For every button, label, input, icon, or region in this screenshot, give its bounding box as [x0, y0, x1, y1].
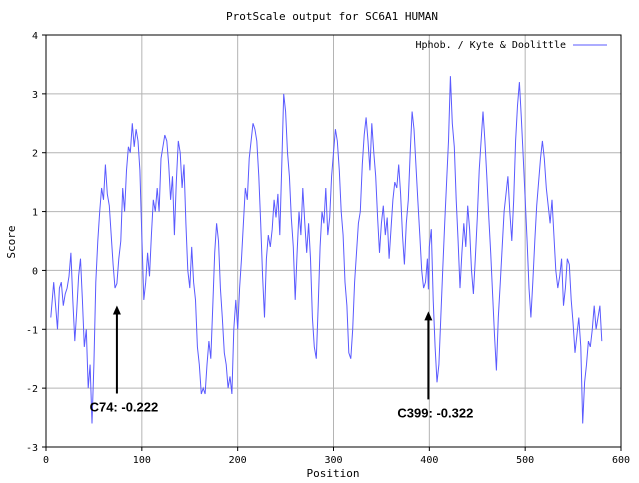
y-tick-label: 3	[32, 90, 38, 101]
y-tick-label: 4	[32, 31, 38, 42]
annotation-label: C399: -0.322	[397, 405, 473, 420]
y-tick-label: -1	[26, 325, 38, 336]
y-tick-label: 2	[32, 149, 38, 160]
y-tick-label: -3	[26, 443, 38, 454]
x-tick-label: 400	[420, 455, 438, 466]
annotation-arrowhead	[112, 305, 121, 315]
annotations: C74: -0.222 C399: -0.322	[90, 305, 473, 420]
x-tick-label: 100	[133, 455, 151, 466]
series-layer	[50, 76, 603, 424]
x-tick-label: 200	[229, 455, 247, 466]
x-tick-label: 500	[516, 455, 534, 466]
annotation-arrowhead	[424, 311, 433, 321]
y-axis-label: Score	[5, 225, 18, 258]
y-tick-label: 1	[32, 208, 38, 219]
series-line	[50, 76, 603, 424]
x-tick-label: 300	[324, 455, 342, 466]
legend-label: Hphob. / Kyte & Doolittle	[415, 40, 566, 51]
x-tick-label: 0	[43, 455, 49, 466]
x-axis-label: Position	[307, 467, 360, 480]
y-tick-label: 0	[32, 266, 38, 277]
x-tick-label: 600	[612, 455, 630, 466]
y-tick-label: -2	[26, 384, 38, 395]
legend: Hphob. / Kyte & Doolittle	[415, 40, 607, 51]
axis-ticks: 0 100 200 300 400 500 600 -3 -2 -1 0 1 2 3 4	[26, 31, 630, 466]
annotation-label: C74: -0.222	[90, 399, 159, 414]
chart-title: ProtScale output for SC6A1 HUMAN	[226, 10, 438, 23]
